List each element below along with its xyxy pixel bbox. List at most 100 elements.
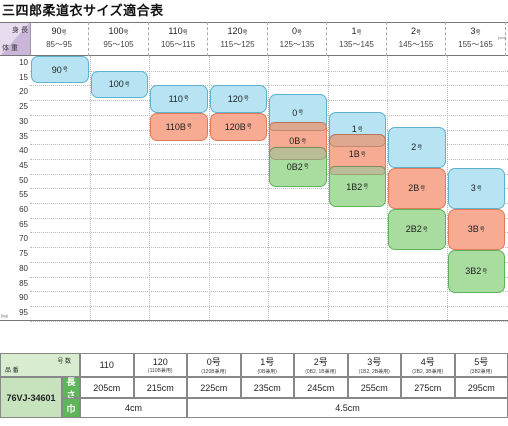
product-code: 76VJ-34601 xyxy=(0,377,62,418)
column-size-suffix: 号 xyxy=(182,30,188,36)
row-label-60: 60 xyxy=(19,205,28,214)
size-name: 110 xyxy=(99,360,114,370)
column-size-number: 110 xyxy=(168,26,183,36)
box-suffix: 号 xyxy=(363,184,369,191)
box-label: 2B2 xyxy=(405,224,422,235)
column-size: 110号 xyxy=(149,26,207,36)
size-box-110B: 110B 号 xyxy=(150,113,208,141)
size-box-120: 120 号 xyxy=(209,85,267,113)
box-label: 1B2 xyxy=(346,181,363,192)
size-column-3: 1号 (0B兼用) xyxy=(240,353,294,377)
size-column-5: 3号 (1B2, 2B兼用) xyxy=(347,353,401,377)
grid-vline xyxy=(89,56,91,320)
size-box-120B: 120B 号 xyxy=(209,113,267,141)
grid-hline xyxy=(30,232,508,234)
unit-kg: (kg) xyxy=(1,313,8,318)
header-corner: 身 長 体 重 xyxy=(0,22,31,56)
size-name: 1号 xyxy=(260,357,275,367)
column-size-number: 100 xyxy=(108,26,124,36)
box-suffix: 号 xyxy=(479,226,485,233)
row-label-65: 65 xyxy=(19,219,28,229)
column-size: 120号 xyxy=(209,26,267,36)
column-range: 135〜145 xyxy=(339,40,374,49)
size-column-7: 5号 (3B2兼用) xyxy=(454,353,508,377)
row-label-20: 20 xyxy=(19,87,28,97)
size-box-2B: 2B 号 xyxy=(388,167,446,209)
weight-label: 体 重 xyxy=(2,45,18,52)
column-header-90: 90号 85〜95 xyxy=(30,22,89,56)
grid-hline xyxy=(30,217,508,219)
column-header-1: 1号 135〜145 xyxy=(328,22,387,56)
length-value-3: 235cm xyxy=(240,377,294,398)
row-label-30: 30 xyxy=(19,116,28,126)
width-label: 巾 xyxy=(62,398,80,418)
grid-hline xyxy=(30,276,508,278)
overlap-band xyxy=(269,147,327,161)
row-label-95: 95 xyxy=(19,307,28,317)
width-value-large: 4.5cm xyxy=(187,398,508,418)
row-label-10: 10 xyxy=(19,58,28,67)
overlap-band xyxy=(328,166,386,176)
box-suffix: 号 xyxy=(301,138,307,145)
column-size-suffix: 号 xyxy=(61,30,67,36)
box-label: 0 xyxy=(292,107,298,118)
size-box-90: 90 号 xyxy=(31,56,89,84)
column-range: 125〜135 xyxy=(279,40,315,49)
column-range: 155〜165 xyxy=(458,40,493,49)
row-label-75: 75 xyxy=(19,249,28,259)
row-label-85: 85 xyxy=(19,278,28,288)
grid-vline xyxy=(446,56,448,320)
size-name: 3号 xyxy=(367,357,382,367)
column-size-suffix: 号 xyxy=(416,30,422,36)
height-label: 身 長 xyxy=(12,27,28,34)
box-suffix: 号 xyxy=(303,164,309,171)
column-size-number: 1 xyxy=(351,26,357,36)
box-suffix: 号 xyxy=(482,268,488,275)
column-size-number: 90 xyxy=(51,26,62,36)
box-suffix: 号 xyxy=(422,226,428,233)
row-label-25: 25 xyxy=(19,102,28,112)
grid-hline xyxy=(30,305,508,307)
column-size-number: 3 xyxy=(470,26,476,36)
box-label: 3 xyxy=(470,183,476,194)
column-range: 105〜115 xyxy=(160,40,196,49)
product-number-label: 品 番 xyxy=(5,368,19,374)
column-size: 2号 xyxy=(387,26,445,36)
column-size-suffix: 号 xyxy=(356,30,362,36)
grid-vline xyxy=(327,56,329,320)
grid-hline xyxy=(30,261,508,263)
column-size-suffix: 号 xyxy=(475,30,481,36)
row-label-45: 45 xyxy=(19,160,28,170)
column-size: 1号 xyxy=(328,26,386,36)
corner-diagonal xyxy=(0,22,30,56)
grid-hline xyxy=(30,188,508,190)
box-suffix: 号 xyxy=(417,144,423,151)
size-column-1: 120 (110B兼用) xyxy=(133,353,187,377)
table-header-corner: 号 数品 番 xyxy=(0,353,80,377)
size-column-2: 0号 (120B兼用) xyxy=(187,353,241,377)
page-title: 三四郎柔道衣サイズ適合表 xyxy=(2,3,164,18)
box-label: 2 xyxy=(411,142,417,153)
column-size-suffix: 号 xyxy=(242,30,248,36)
box-label: 110B xyxy=(165,121,186,132)
row-label-40: 40 xyxy=(19,146,28,156)
box-label: 0B xyxy=(289,136,301,147)
column-header-120: 120号 115〜125 xyxy=(209,22,268,56)
overlap-band xyxy=(328,133,386,148)
size-column-6: 4号 (2B2, 3B兼用) xyxy=(401,353,455,377)
row-label-80: 80 xyxy=(19,263,28,273)
overlap-band xyxy=(269,122,327,131)
size-note: (0B兼用) xyxy=(257,369,277,375)
box-suffix: 号 xyxy=(246,124,252,131)
size-box-3B: 3B 号 xyxy=(447,208,505,251)
grid-vline xyxy=(208,56,210,320)
width-value-small: 4cm xyxy=(80,398,187,418)
chart-bottom-rule xyxy=(0,320,508,321)
row-label-55: 55 xyxy=(19,190,28,200)
box-suffix: 号 xyxy=(243,96,249,103)
box-suffix: 号 xyxy=(476,185,482,192)
grid-vline xyxy=(149,56,150,320)
column-size: 3号 xyxy=(447,26,505,36)
box-label: 0B2 xyxy=(286,161,303,172)
